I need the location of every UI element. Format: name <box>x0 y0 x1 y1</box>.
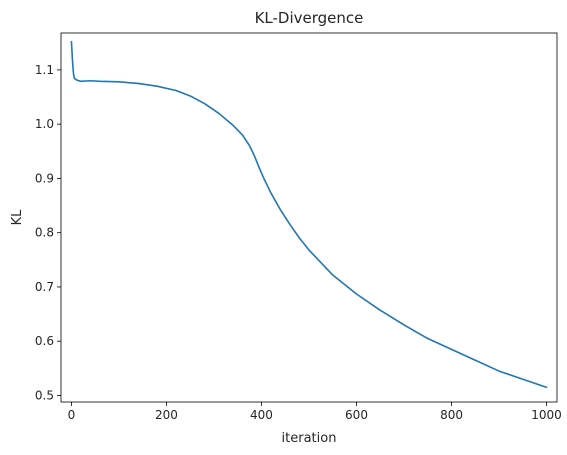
x-tick-label: 400 <box>250 408 273 422</box>
y-tick-label: 1.0 <box>35 117 54 131</box>
x-tick-label: 0 <box>68 408 76 422</box>
x-axis: 0 200 400 600 800 1000 <box>68 402 562 422</box>
series-line-0 <box>70 40 548 389</box>
y-tick-label: 0.5 <box>35 388 54 402</box>
y-tick-label: 0.9 <box>35 171 54 185</box>
series-layer <box>70 40 548 389</box>
x-tick-label: 600 <box>345 408 368 422</box>
x-tick-label: 800 <box>440 408 463 422</box>
x-axis-label: iteration <box>282 431 337 446</box>
y-tick-label: 0.6 <box>35 334 54 348</box>
y-tick-label: 1.1 <box>35 63 54 77</box>
y-tick-label: 0.7 <box>35 280 54 294</box>
y-axis-label: KL <box>10 209 25 226</box>
chart-title: KL-Divergence <box>255 9 364 27</box>
plot-area <box>60 32 558 403</box>
x-tick-label: 200 <box>155 408 178 422</box>
y-axis: 0.5 0.6 0.7 0.8 0.9 1.0 1.1 <box>35 63 61 402</box>
x-tick-label: 1000 <box>531 408 562 422</box>
y-tick-label: 0.8 <box>35 226 54 240</box>
plot-frame <box>60 32 558 403</box>
